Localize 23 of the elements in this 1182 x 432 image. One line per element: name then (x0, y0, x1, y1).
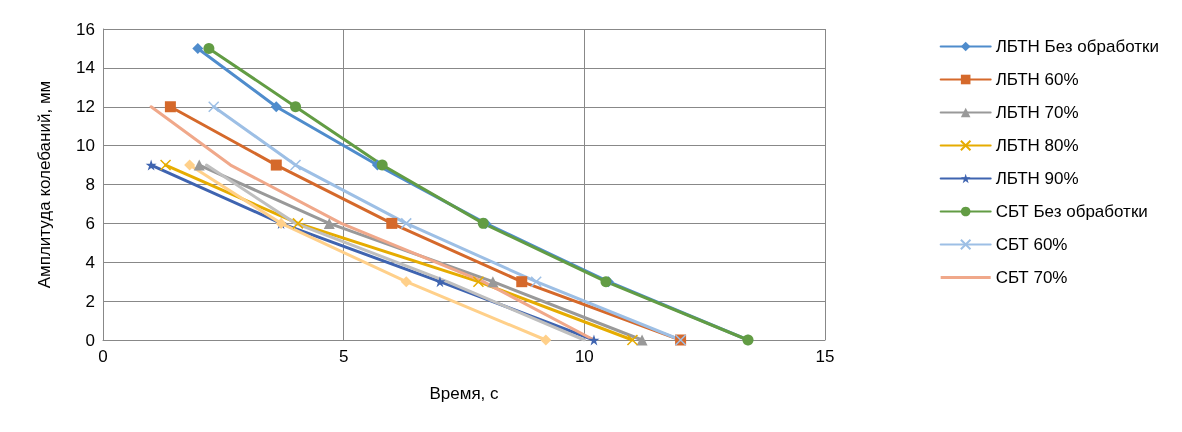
legend-label: ЛБТН 90% (995, 169, 1079, 188)
y-tick-label: 2 (85, 291, 95, 311)
y-tick-label: 4 (85, 252, 95, 272)
legend-label: СБТ Без обработки (995, 202, 1148, 221)
y-tick-label: 6 (85, 213, 95, 233)
x-axis-title: Время, с (429, 384, 500, 403)
y-axis-title: Амплитуда колебаний, мм (35, 80, 54, 289)
legend-label: ЛБТН 60% (995, 70, 1079, 89)
legend-label: СБТ 70% (995, 268, 1068, 287)
x-tick-label: 0 (98, 347, 108, 366)
y-tick-label: 12 (76, 97, 95, 117)
y-tick-label: 8 (85, 175, 95, 194)
legend-label: СБТ 60% (995, 235, 1068, 254)
legend-label: ЛБТН 70% (995, 103, 1079, 122)
y-tick-label: 16 (76, 19, 95, 39)
x-tick-label: 15 (815, 347, 835, 366)
y-tick-label: 14 (76, 58, 95, 78)
y-tick-label: 10 (76, 136, 95, 156)
legend-label: ЛБТН Без обработки (995, 37, 1159, 56)
y-tick-label: 0 (85, 330, 95, 350)
legend-label: ЛБТН 80% (995, 136, 1079, 155)
x-tick-label: 10 (574, 347, 594, 366)
x-tick-label: 5 (338, 347, 349, 366)
